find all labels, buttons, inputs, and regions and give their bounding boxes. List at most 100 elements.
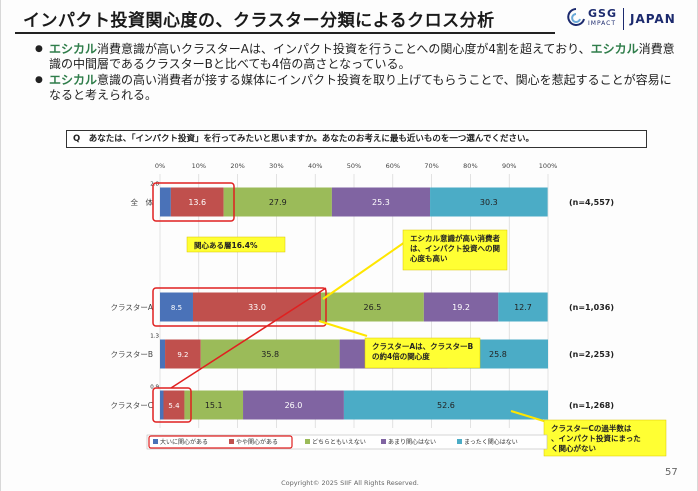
callout-total-text: 関心ある層16.4%	[194, 240, 258, 250]
bar-segment	[160, 187, 171, 217]
bullet-list: エシカル消費意識が高いクラスターAは、インパクト投資を行うことへの関心度が4割を…	[35, 42, 679, 104]
callout-pointer	[318, 320, 368, 337]
sample-size-label: (n=1,268)	[569, 401, 614, 410]
data-label: 30.3	[480, 198, 498, 207]
data-label: 8.5	[171, 304, 182, 312]
callout-cluster-a-text: クラスターAは、クラスターB	[372, 341, 474, 351]
x-tick-label: 90%	[502, 162, 516, 170]
bullet-highlight: エシカル	[49, 73, 98, 87]
x-tick-label: 0%	[155, 162, 165, 170]
callout-pointer	[510, 410, 548, 423]
callout-total-box	[186, 236, 286, 253]
data-label: 52.6	[437, 401, 455, 410]
callout-cluster-c-text: クラスターCの過半数は	[551, 423, 632, 433]
logo-gsg-text: GSG	[588, 7, 617, 20]
bar-segment	[160, 339, 166, 369]
bar-segment	[430, 187, 548, 217]
sample-size-label: (n=4,557)	[569, 198, 614, 207]
bar-segment	[423, 292, 499, 322]
bar-segment	[331, 187, 431, 217]
bullet-text: 意識の高い消費者が接する媒体にインパクト投資を取り上げてもらうことで、関心を惹起…	[49, 73, 672, 102]
callout-cluster-c-text: 、インパクト投資にまった	[551, 433, 641, 443]
x-tick-label: 50%	[347, 162, 361, 170]
page-title: インパクト投資関心度の、クラスター分類によるクロス分析	[23, 11, 495, 31]
copyright-footer: Copyright© 2025 SIIF All Rights Reserved…	[281, 479, 419, 487]
data-label: 33.0	[248, 303, 266, 312]
data-label: 19.2	[452, 303, 470, 312]
callout-ethical-text: エシカル意識が高い消費者	[410, 233, 500, 243]
data-label: 35.8	[261, 350, 279, 359]
x-tick-label: 20%	[230, 162, 244, 170]
data-label: 26.0	[285, 401, 303, 410]
category-label: クラスターC	[110, 401, 153, 410]
callout-ethical-text: 心度も高い	[410, 253, 448, 263]
callout-ethical-box	[402, 229, 508, 271]
bar-segment	[165, 339, 201, 369]
callout-ethical-text: は、インパクト投資への関	[410, 243, 500, 253]
legend-swatch	[153, 439, 158, 444]
bullet-text: 消費意識の中間層であるクラスターBと比べても4倍の高さとなっている。	[49, 42, 675, 71]
connector-line	[170, 287, 327, 389]
bullet-item: エシカル意識の高い消費者が接する媒体にインパクト投資を取り上げてもらうことで、関…	[35, 73, 679, 103]
data-label: 25.8	[489, 350, 507, 359]
callout-cluster-a-text: の約4倍の関心度	[372, 351, 430, 361]
data-label: 12.7	[514, 303, 532, 312]
bar-segment	[192, 292, 322, 322]
data-label: 2.8	[150, 182, 159, 188]
x-tick-label: 30%	[269, 162, 283, 170]
category-label: クラスターA	[111, 303, 154, 312]
x-tick-label: 10%	[192, 162, 206, 170]
legend-box	[146, 434, 548, 450]
category-label: 全 体	[131, 197, 154, 207]
legend-swatch	[229, 439, 234, 444]
gsg-logo: GSG IMPACT JAPAN	[567, 7, 676, 31]
bar-segment	[170, 187, 224, 217]
data-label: 5.4	[168, 402, 180, 410]
x-tick-label: 70%	[424, 162, 438, 170]
bar-segment	[163, 390, 185, 420]
bullet-highlight: エシカル	[590, 42, 639, 56]
category-label: クラスターB	[111, 350, 154, 359]
legend-swatch	[305, 439, 310, 444]
data-label: 27.9	[269, 198, 287, 207]
sample-size-label: (n=1,036)	[569, 303, 614, 312]
gsg-logo-icon	[567, 8, 585, 26]
bar-segment	[184, 390, 244, 420]
legend-label: 大いに関心がある	[160, 438, 208, 446]
bullet-item: エシカル消費意識が高いクラスターAは、インパクト投資を行うことへの関心度が4割を…	[35, 42, 679, 72]
bar-segment	[498, 292, 548, 322]
highlight-box-total	[152, 182, 235, 222]
logo-separator	[622, 8, 624, 30]
x-tick-label: 40%	[308, 162, 322, 170]
data-label: 9.2	[177, 351, 188, 359]
callout-cluster-c-text: く関心がない	[551, 443, 596, 453]
legend-label: どちらともいえない	[312, 438, 366, 446]
legend-label: あまり関心はない	[388, 439, 436, 446]
sample-size-label: (n=2,253)	[569, 350, 614, 359]
bar-segment	[160, 390, 164, 420]
legend-label: まったく関心はない	[464, 439, 518, 446]
x-tick-label: 60%	[386, 162, 400, 170]
callout-cluster-a-box	[364, 337, 481, 369]
bar-segment	[343, 390, 548, 420]
title-divider	[15, 32, 555, 34]
stacked-bar-chart: 0% 10% 20% 30% 40% 50% 60% 70% 80% 90% 100% 全 体 2.8 1…	[110, 162, 667, 457]
bar-segment	[160, 292, 193, 322]
bar-segment	[223, 187, 332, 217]
callout-cluster-c-box	[543, 419, 667, 457]
x-tick-label: 100%	[539, 162, 558, 170]
x-tick-label: 80%	[463, 162, 477, 170]
logo-impact-text: IMPACT	[588, 20, 617, 27]
legend-swatch	[381, 439, 386, 444]
legend-highlight	[148, 435, 293, 449]
bullet-text: 消費意識が高いクラスターAは、インパクト投資を行うことへの関心度が4割を超えてお…	[97, 42, 591, 56]
survey-question: Q あなたは、「インパクト投資」を行ってみたいと思いますか。あなたのお考えに最も…	[66, 130, 647, 148]
highlight-box-cluster-a	[152, 287, 327, 327]
legend-swatch	[457, 439, 462, 444]
data-label: 25.3	[372, 198, 390, 207]
bar-segment	[321, 292, 424, 322]
logo-japan-text: JAPAN	[629, 12, 676, 26]
bullet-highlight: エシカル	[49, 42, 98, 56]
data-label: 1.3	[150, 334, 159, 340]
